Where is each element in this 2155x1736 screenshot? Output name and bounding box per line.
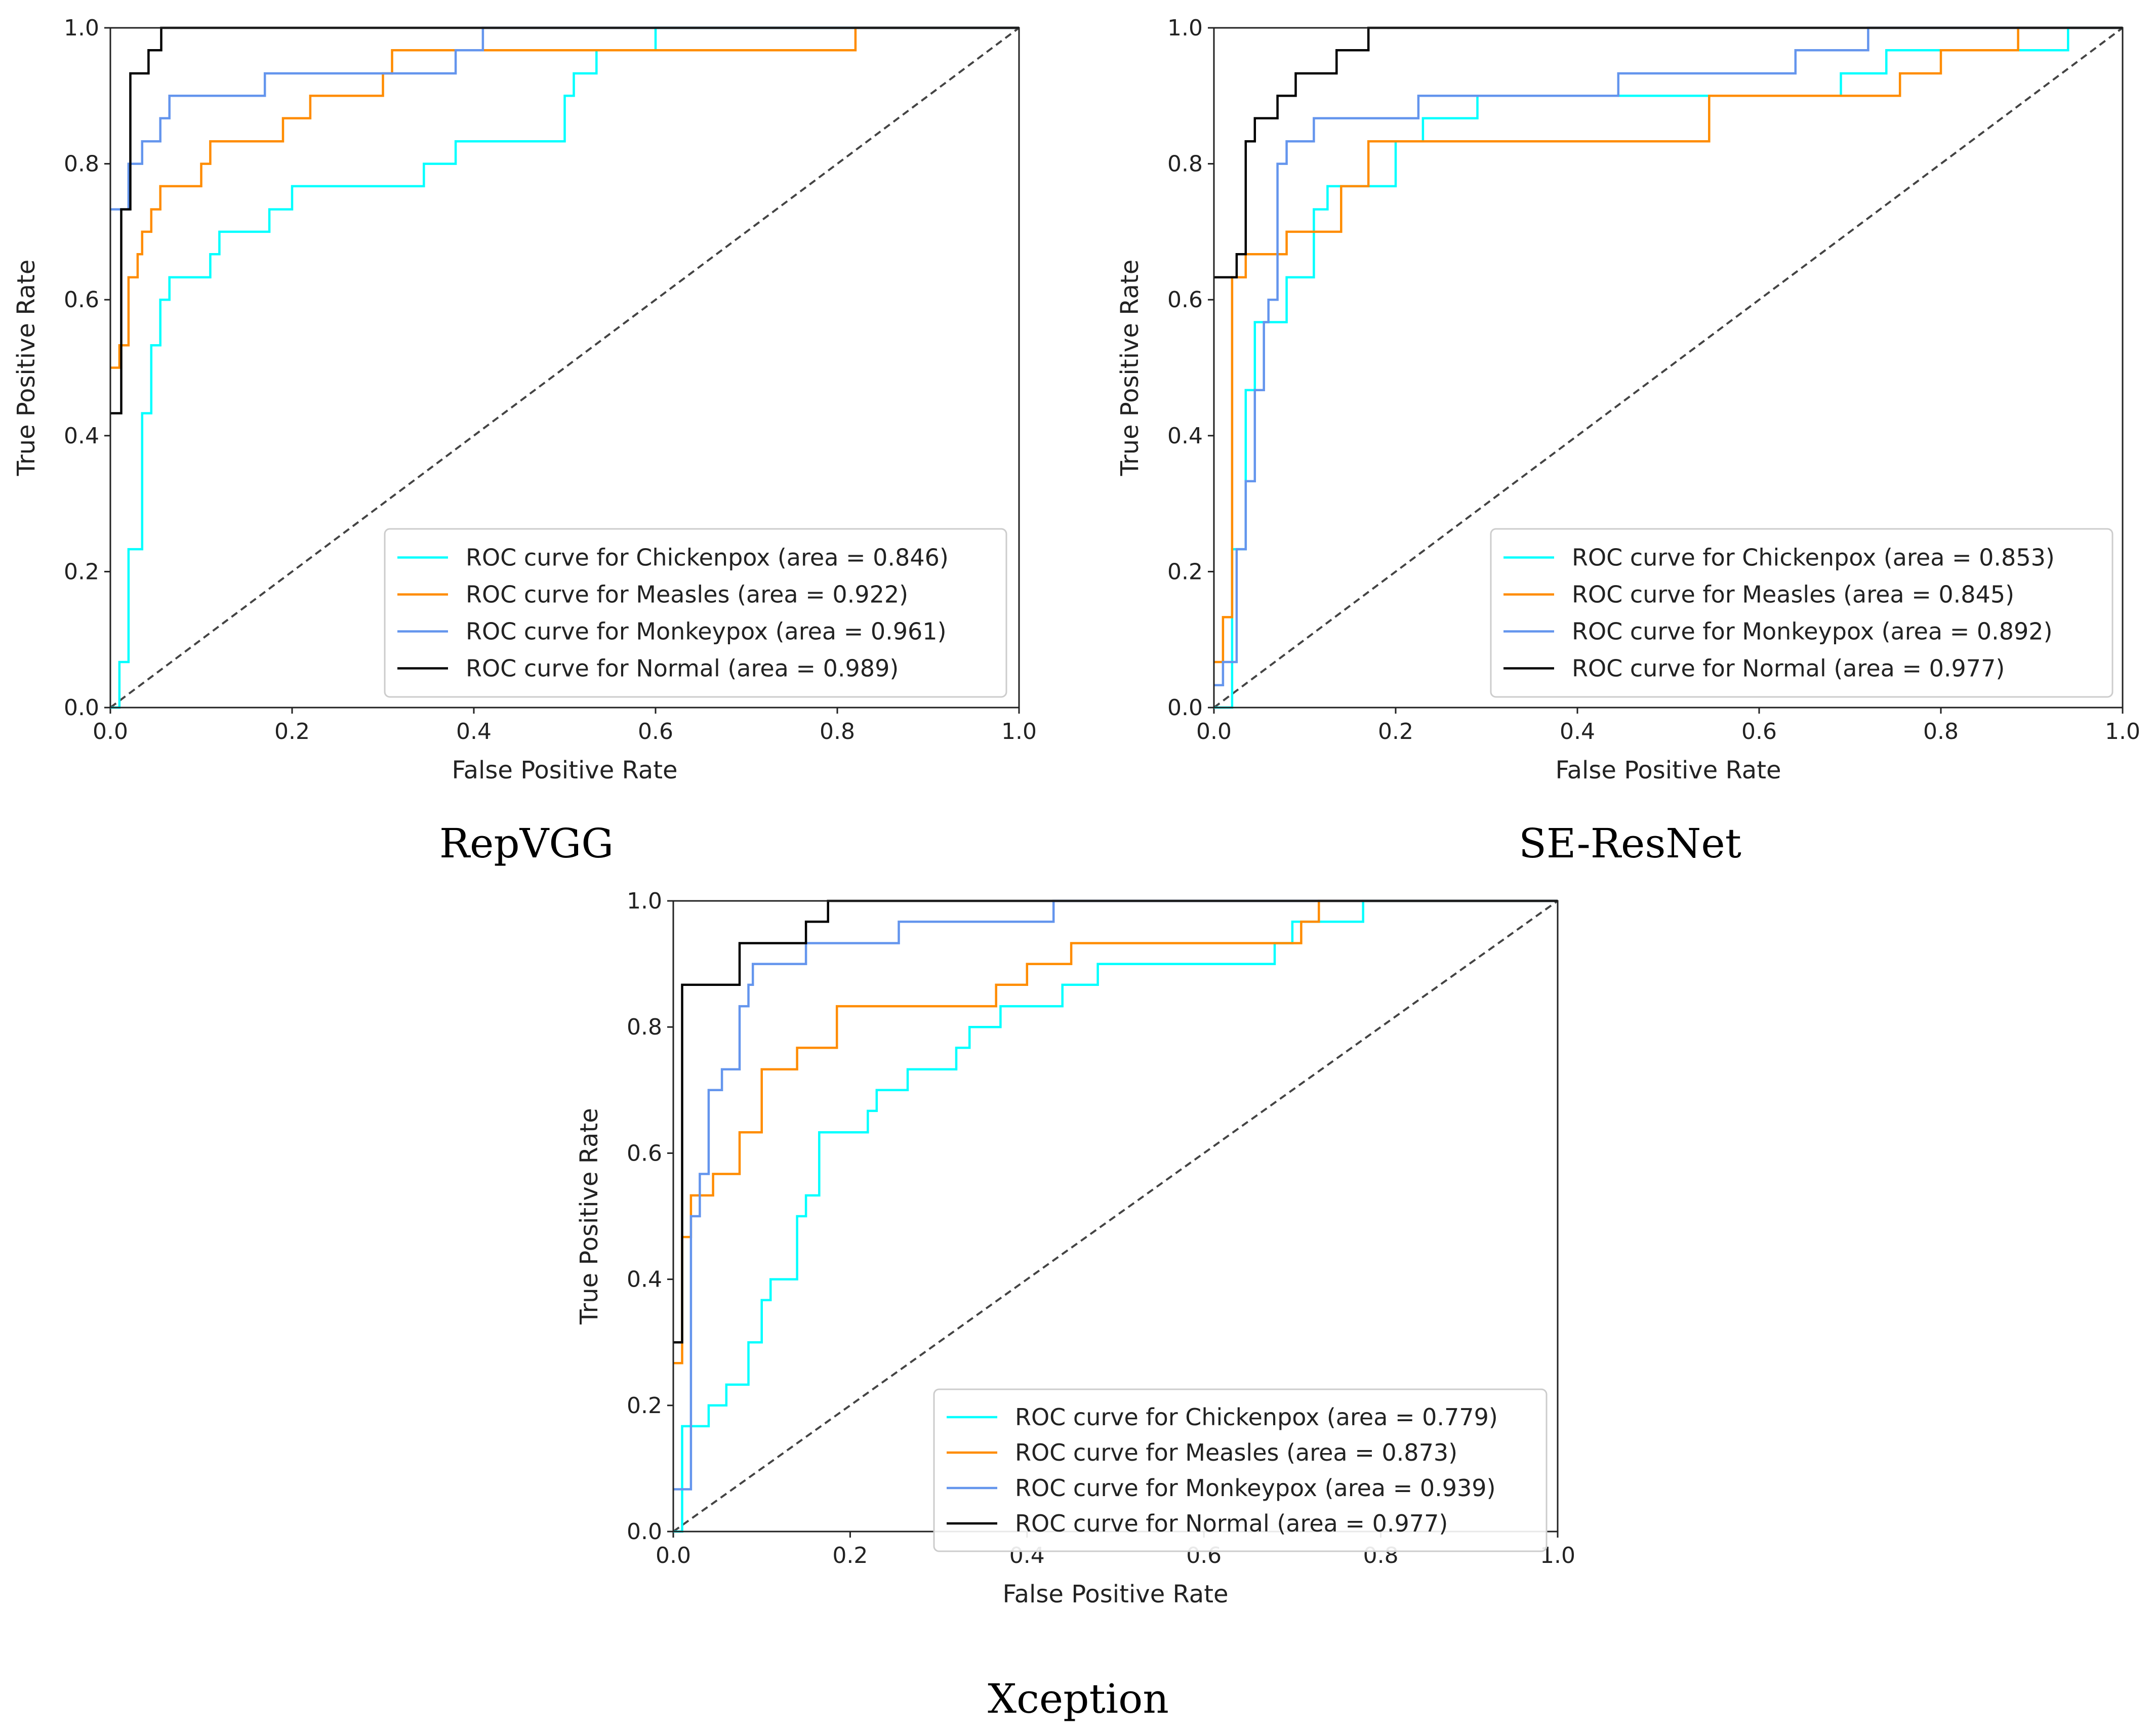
legend-label-normal: ROC curve for Normal (area = 0.989)	[466, 655, 899, 682]
x-axis-label: False Positive Rate	[452, 756, 677, 784]
chart-caption-repvgg: RepVGG	[439, 820, 614, 867]
roc-line-chickenpox	[673, 899, 1558, 1533]
x-tick-label: 0.6	[638, 719, 673, 745]
legend-label-monkeypox: ROC curve for Monkeypox (area = 0.892)	[1572, 618, 2053, 645]
x-tick-label: 0.4	[1560, 719, 1595, 745]
roc-chart-xception: 0.0 0.2 0.4 0.6 0.8 1.00.00.20.40.60.81.0Fals…	[575, 888, 1575, 1608]
x-tick-label: 0.4	[456, 719, 492, 745]
roc-line-measles	[673, 899, 1558, 1365]
plot-frame	[1213, 27, 2124, 709]
y-tick-label: 0.6	[64, 287, 99, 313]
roc-line-monkeypox	[1214, 26, 2123, 686]
legend-label-chickenpox: ROC curve for Chickenpox (area = 0.846)	[466, 544, 949, 571]
legend-label-monkeypox: ROC curve for Monkeypox (area = 0.939)	[1015, 1474, 1496, 1502]
x-axis-label: False Positive Rate	[1002, 1580, 1228, 1608]
y-axis-label: True Positive Rate	[12, 260, 40, 477]
chart-caption-se-resnet: SE-ResNet	[1519, 820, 1741, 867]
y-tick-label: 0.2	[1167, 559, 1203, 585]
y-tick-label: 0.8	[1167, 151, 1203, 177]
y-tick-label: 0.6	[627, 1140, 662, 1166]
x-tick-label: 0.8	[820, 719, 855, 745]
y-tick-label: 1.0	[627, 888, 662, 914]
chance-diagonal-line	[672, 900, 1559, 1533]
y-tick-label: 0.8	[64, 151, 99, 177]
legend-box	[933, 1388, 1548, 1552]
legend-label-chickenpox: ROC curve for Chickenpox (area = 0.779)	[1015, 1403, 1498, 1431]
y-tick-label: 0.2	[627, 1393, 662, 1419]
x-tick-label: 0.2	[274, 719, 310, 745]
x-tick-label: 0.0	[93, 719, 128, 745]
y-tick-label: 0.8	[627, 1014, 662, 1040]
y-tick-label: 0.0	[64, 695, 99, 721]
y-tick-label: 1.0	[1167, 15, 1203, 41]
roc-line-normal	[1214, 26, 2123, 279]
x-tick-label: 0.2	[1378, 719, 1413, 745]
y-tick-label: 0.6	[1167, 287, 1203, 313]
legend-label-measles: ROC curve for Measles (area = 0.922)	[466, 581, 908, 608]
y-axis-label: True Positive Rate	[1116, 260, 1144, 477]
roc-line-normal	[673, 899, 1558, 1344]
x-axis-label: False Positive Rate	[1555, 756, 1781, 784]
roc-line-normal	[110, 26, 1019, 415]
legend-label-measles: ROC curve for Measles (area = 0.873)	[1015, 1439, 1457, 1466]
roc-line-monkeypox	[673, 899, 1558, 1491]
x-tick-label: 1.0	[1001, 719, 1037, 745]
legend-label-chickenpox: ROC curve for Chickenpox (area = 0.853)	[1572, 544, 2055, 571]
roc-line-monkeypox	[110, 26, 1019, 211]
roc-chart-repvgg: 0.0 0.2 0.4 0.6 0.8 1.0 0.0 0.2 0.4 0.6 0.8 1.0 Fals…	[12, 15, 1037, 784]
legend-label-normal: ROC curve for Normal (area = 0.977)	[1572, 655, 2005, 682]
roc-line-chickenpox	[110, 26, 1019, 709]
x-tick-label: 0.8	[1923, 719, 1959, 745]
y-tick-label: 0.2	[64, 559, 99, 585]
x-tick-label: 0.0	[1196, 719, 1232, 745]
chance-diagonal-line	[109, 27, 1020, 709]
x-tick-label: 0.0	[656, 1543, 691, 1568]
y-tick-label: 0.4	[627, 1267, 662, 1293]
y-tick-label: 0.0	[627, 1519, 662, 1545]
x-tick-label: 0.6	[1741, 719, 1777, 745]
legend-box	[384, 528, 1007, 698]
roc-chart-se-resnet: 0.0 0.2 0.4 0.6 0.8 1.0 0.0 0.2 0.4 0.6 0.8 1.0 Fals…	[1116, 15, 2140, 784]
chance-diagonal-line	[1213, 27, 2124, 709]
y-tick-label: 1.0	[64, 15, 99, 41]
y-tick-label: 0.4	[64, 423, 99, 449]
roc-line-measles	[1214, 26, 2123, 664]
chart-caption-xception: Xception	[988, 1675, 1169, 1722]
y-tick-label: 0.0	[1167, 695, 1203, 721]
legend-label-normal: ROC curve for Normal (area = 0.977)	[1015, 1510, 1448, 1537]
plot-frame	[109, 27, 1020, 709]
y-tick-label: 0.4	[1167, 423, 1203, 449]
x-tick-label: 1.0	[2105, 719, 2140, 745]
legend-label-monkeypox: ROC curve for Monkeypox (area = 0.961)	[466, 618, 947, 645]
legend-label-measles: ROC curve for Measles (area = 0.845)	[1572, 581, 2014, 608]
x-tick-label: 0.2	[832, 1543, 868, 1568]
y-axis-label: True Positive Rate	[575, 1108, 603, 1325]
legend-box	[1490, 528, 2113, 698]
